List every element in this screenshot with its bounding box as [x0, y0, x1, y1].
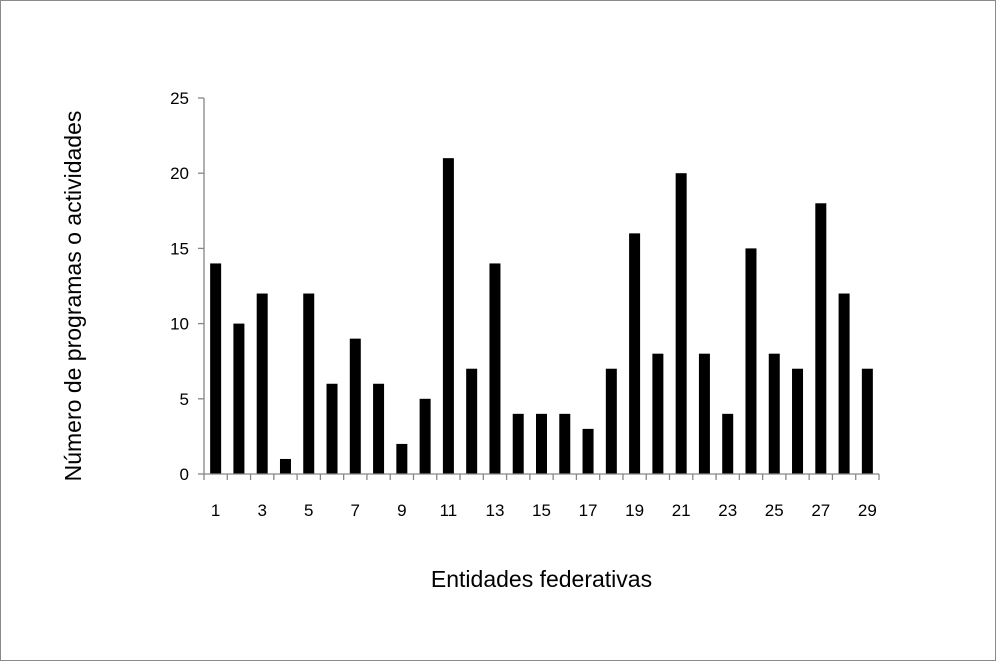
bar-9 [396, 443, 408, 474]
bar-8 [373, 383, 385, 474]
y-axis-title: Número de programas o actividades [60, 111, 86, 482]
y-tick-label: 20 [170, 164, 189, 183]
x-tick-label: 13 [485, 501, 504, 520]
bar-13 [489, 263, 501, 474]
bar-24 [745, 248, 757, 474]
bar-14 [512, 413, 524, 474]
x-tick-label: 3 [257, 501, 266, 520]
x-tick-label: 15 [532, 501, 551, 520]
y-tick-label: 25 [170, 89, 189, 108]
x-tick-label: 11 [440, 501, 458, 520]
y-tick-label: 10 [170, 315, 189, 334]
x-tick-label: 19 [625, 501, 644, 520]
x-tick-label: 27 [811, 501, 830, 520]
bar-21 [675, 173, 687, 474]
bar-3 [256, 293, 268, 474]
bar-26 [792, 368, 804, 474]
bar-22 [698, 353, 710, 474]
x-tick-label: 17 [579, 501, 598, 520]
bar-2 [233, 323, 245, 474]
x-axis-ticks: 1 3 5 7 9 11 13 15 17 19 21 23 25 27 29 [203, 474, 880, 520]
y-tick-label: 15 [170, 239, 189, 258]
x-tick-label: 9 [397, 501, 406, 520]
bar-16 [559, 413, 571, 474]
bar-17 [582, 428, 594, 474]
bar-18 [605, 368, 617, 474]
bar-4 [279, 458, 291, 474]
bar-12 [466, 368, 478, 474]
bar-19 [629, 233, 641, 474]
bar-27 [815, 203, 827, 474]
bar-11 [442, 158, 454, 474]
bar-25 [768, 353, 780, 474]
y-axis-ticks: 0 5 10 15 20 25 [170, 89, 204, 484]
x-axis-title: Entidades federativas [431, 566, 652, 592]
bars-group [210, 158, 873, 474]
bar-20 [652, 353, 664, 474]
bar-6 [326, 383, 338, 474]
x-tick-label: 7 [351, 501, 360, 520]
x-tick-label: 5 [304, 501, 313, 520]
x-tick-label: 21 [672, 501, 691, 520]
x-tick-label: 23 [718, 501, 737, 520]
bar-10 [419, 398, 431, 474]
x-tick-label: 1 [211, 501, 220, 520]
bar-7 [349, 338, 361, 474]
bar-28 [838, 293, 850, 474]
y-tick-label: 0 [180, 465, 189, 484]
bar-29 [861, 368, 873, 474]
bar-15 [536, 413, 547, 474]
x-tick-label: 25 [765, 501, 784, 520]
bar-5 [303, 293, 315, 474]
y-tick-label: 5 [180, 390, 189, 409]
bar-23 [722, 413, 734, 474]
bar-1 [210, 263, 222, 474]
x-tick-label: 29 [858, 501, 877, 520]
